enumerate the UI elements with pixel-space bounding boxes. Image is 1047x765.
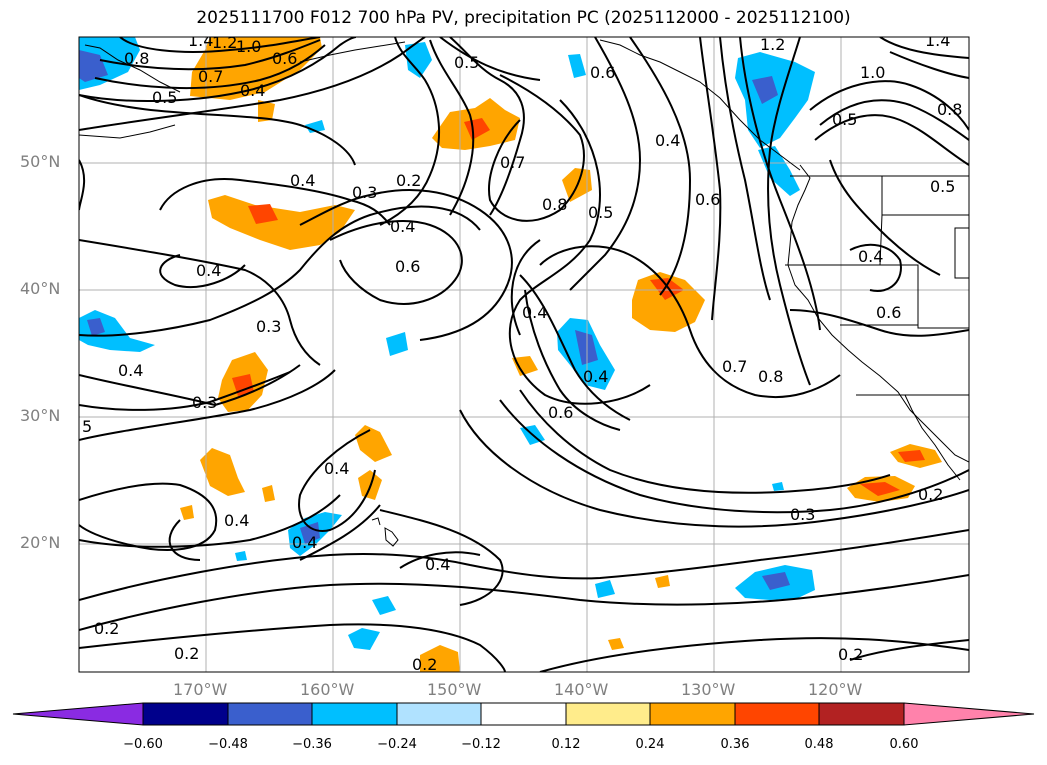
- contour-label: 0.3: [790, 505, 815, 524]
- lon-label: 160°W: [300, 680, 355, 699]
- contour-label: 0.5: [930, 177, 955, 196]
- colorbar-extend-high: [903, 702, 1035, 726]
- colorbar-tick: 0.36: [720, 737, 750, 752]
- colorbar-bin: [480, 702, 567, 726]
- lon-label: 170°W: [173, 680, 228, 699]
- lat-label: 30°N: [20, 406, 61, 425]
- contour-label: 0.4: [240, 81, 265, 100]
- contour-label: 0.2: [396, 171, 421, 190]
- colorbar-bin: [734, 702, 820, 726]
- contour-label: 0.8: [542, 195, 567, 214]
- colorbar-tick: −0.36: [292, 737, 332, 752]
- contour-label: 0.4: [655, 131, 680, 150]
- pv-contours: [79, 37, 969, 672]
- contour-label: 0.7: [500, 153, 525, 172]
- colorbar-tick: −0.12: [461, 737, 501, 752]
- contour-label: 0.4: [390, 217, 415, 236]
- contour-label: 0.8: [758, 367, 783, 386]
- colorbar-bin: [142, 702, 229, 726]
- contour-label: 0.4: [858, 247, 883, 266]
- contour-label: 0.4: [290, 171, 315, 190]
- colorbar-tick: 0.24: [635, 737, 665, 752]
- contour-label: 0.2: [838, 645, 863, 664]
- contour-label: 0.4: [196, 261, 221, 280]
- contour-label: 0.7: [722, 357, 747, 376]
- contour-label: 0.2: [174, 644, 199, 663]
- map-plot-area: 1.4 1.2 1.0 0.8 0.7 0.6 0.4 0.5 0.5 0.6 …: [79, 31, 969, 674]
- map-title: 2025111700 F012 700 hPa PV, precipitatio…: [196, 8, 851, 28]
- colorbar-bin: [565, 702, 651, 726]
- contour-label: 0.2: [94, 619, 119, 638]
- lon-label: 150°W: [427, 680, 482, 699]
- contour-label: 0.5: [152, 88, 177, 107]
- contour-label: 0.6: [272, 49, 297, 68]
- contour-label: 0.4: [118, 361, 143, 380]
- colorbar-bin: [649, 702, 736, 726]
- lon-label: 140°W: [554, 680, 609, 699]
- colorbar-bin: [818, 702, 905, 726]
- contour-label: 0.5: [454, 53, 479, 72]
- contour-label: 1.0: [860, 63, 885, 82]
- colorbar-bin: [227, 702, 313, 726]
- contour-label: 0.4: [224, 511, 249, 530]
- lat-label: 40°N: [20, 279, 61, 298]
- colorbar: [12, 702, 1035, 726]
- contour-label: 0.3: [192, 393, 217, 412]
- colorbar-tick: −0.24: [377, 737, 417, 752]
- contour-label: 1.0: [236, 37, 261, 56]
- contour-label: 0.3: [352, 183, 377, 202]
- lon-label: 120°W: [808, 680, 863, 699]
- map-frame: [78, 36, 970, 673]
- colorbar-tick: 0.60: [889, 737, 919, 752]
- contour-label: 1.2: [760, 35, 785, 54]
- contour-label: 0.2: [412, 655, 437, 674]
- contour-label: 0.6: [590, 63, 615, 82]
- contour-label: 0.4: [425, 555, 450, 574]
- lat-label: 20°N: [20, 533, 61, 552]
- colorbar-bin: [396, 702, 482, 726]
- contour-labels: 1.4 1.2 1.0 0.8 0.7 0.6 0.4 0.5 0.5 0.6 …: [82, 31, 962, 674]
- contour-label: 0.8: [937, 100, 962, 119]
- contour-label: 0.4: [324, 459, 349, 478]
- colorbar-extend-low: [12, 702, 144, 726]
- lon-label: 130°W: [681, 680, 736, 699]
- contour-label: 0.6: [548, 403, 573, 422]
- contour-label: 0.5: [832, 110, 857, 129]
- colorbar-bin: [311, 702, 398, 726]
- colorbar-tick: −0.60: [123, 737, 163, 752]
- contour-label: 1.2: [212, 33, 237, 52]
- map-gridlines: [79, 37, 969, 672]
- contour-label: 0.4: [522, 303, 547, 322]
- contour-label: 0.5: [588, 203, 613, 222]
- contour-label: 0.4: [292, 533, 317, 552]
- contour-label: 0.6: [876, 303, 901, 322]
- contour-label: 1.4: [925, 31, 950, 50]
- contour-label: 0.4: [583, 367, 608, 386]
- contour-label: 0.6: [695, 190, 720, 209]
- contour-label: 0.6: [395, 257, 420, 276]
- contour-label: 1.4: [188, 31, 213, 50]
- contour-label: 0.3: [256, 317, 281, 336]
- colorbar-tick: 0.48: [804, 737, 834, 752]
- contour-label: 0.2: [918, 485, 943, 504]
- lat-label: 50°N: [20, 152, 61, 171]
- contour-label: 0.7: [198, 67, 223, 86]
- contour-label: 5: [82, 417, 92, 436]
- colorbar-tick: −0.48: [208, 737, 248, 752]
- colorbar-tick: 0.12: [551, 737, 581, 752]
- contour-label: 0.8: [124, 49, 149, 68]
